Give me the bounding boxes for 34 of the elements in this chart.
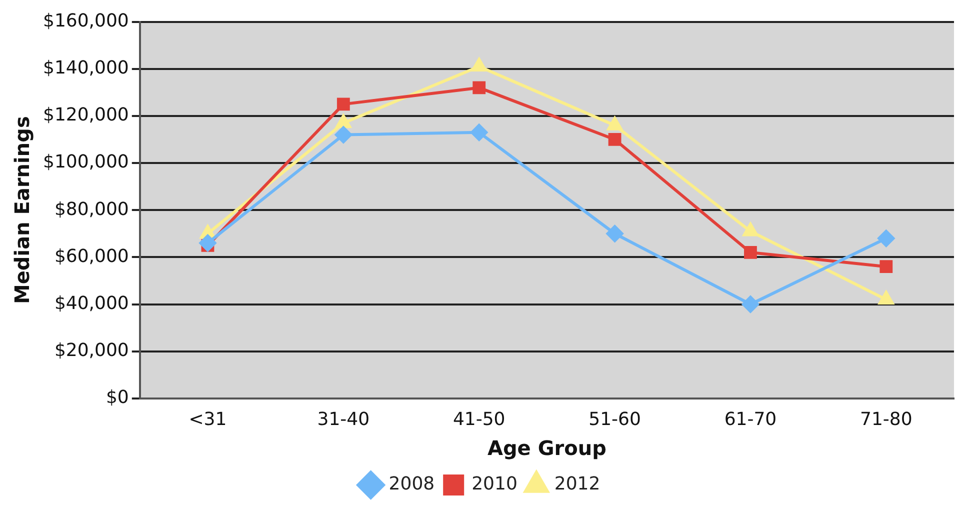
legend-label: 2010 <box>472 474 518 495</box>
x-tick-label: <31 <box>188 408 227 430</box>
point <box>742 296 759 313</box>
legend-label: 2008 <box>388 474 435 495</box>
x-tick-label: 41-50 <box>452 408 506 430</box>
point <box>878 230 895 247</box>
y-tick-label: $160,000 <box>42 10 129 32</box>
y-tick-label: $20,000 <box>54 340 129 361</box>
point <box>470 124 488 141</box>
point <box>199 234 216 252</box>
point <box>336 98 350 111</box>
x-tick-label: 31-40 <box>317 408 370 430</box>
y-tick-label: $40,000 <box>54 292 129 314</box>
point <box>334 126 352 144</box>
y-tick-label: $0 <box>106 387 129 408</box>
x-axis-title: Age Group <box>487 436 606 460</box>
x-tick-label: 51-60 <box>588 408 641 430</box>
point <box>336 114 351 128</box>
x-tick-label: 71-80 <box>860 408 912 430</box>
x-tick-label: 61-70 <box>724 408 777 430</box>
point <box>607 116 622 130</box>
point <box>744 246 757 259</box>
y-tick-label: $80,000 <box>54 198 129 220</box>
y-tick-label: $60,000 <box>54 246 129 267</box>
point <box>880 260 893 274</box>
y-axis-title: Median Earnings <box>10 116 34 304</box>
legend-label: 2012 <box>554 474 600 495</box>
point <box>606 225 624 242</box>
point <box>472 58 487 72</box>
point <box>608 133 622 146</box>
y-tick-label: $120,000 <box>42 104 129 126</box>
y-tick-label: $100,000 <box>42 152 129 173</box>
point <box>472 81 486 94</box>
y-tick-label: $140,000 <box>42 58 129 79</box>
